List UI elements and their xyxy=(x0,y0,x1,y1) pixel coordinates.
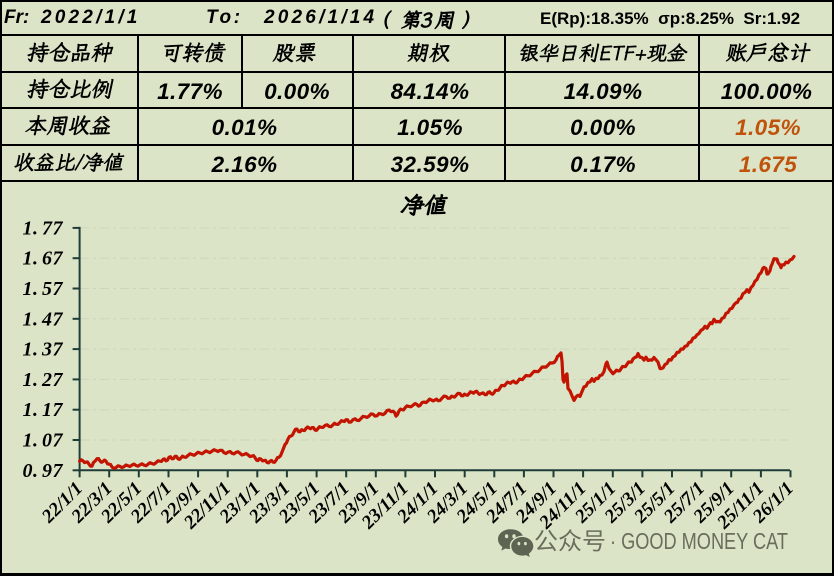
svg-text:1.57: 1. 57 xyxy=(23,278,64,300)
svg-text:1.37: 1. 37 xyxy=(23,339,64,361)
svg-text:1.67: 1. 67 xyxy=(23,248,64,270)
svg-text:1.17: 1. 17 xyxy=(23,399,64,421)
svg-text:1.77: 1. 77 xyxy=(23,217,64,239)
svg-text:1.47: 1. 47 xyxy=(23,308,64,330)
svg-text:1.07: 1. 07 xyxy=(23,430,64,452)
svg-text:1.27: 1. 27 xyxy=(23,369,64,391)
svg-text:0.97: 0. 97 xyxy=(23,460,64,482)
